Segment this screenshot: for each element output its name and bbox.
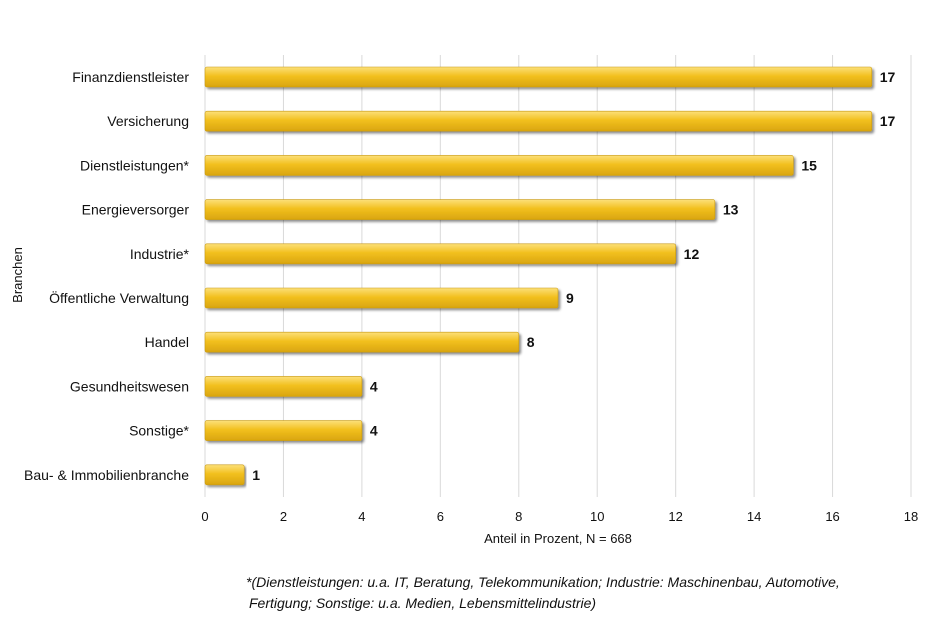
- bar: [204, 110, 873, 132]
- x-tick-label: 2: [280, 509, 287, 524]
- category-label: Industrie*: [130, 246, 190, 262]
- bar: [204, 331, 520, 353]
- data-label: 13: [723, 202, 739, 218]
- footnote: *(Dienstleistungen: u.a. IT, Beratung, T…: [246, 572, 906, 614]
- x-tick-label: 18: [904, 509, 918, 524]
- data-label: 1: [252, 467, 260, 483]
- bar: [204, 464, 245, 486]
- x-tick-label: 6: [437, 509, 444, 524]
- data-label: 4: [370, 378, 378, 394]
- bar-chart: Finanzdienstleister Versicherung Dienstlei…: [10, 55, 918, 546]
- category-label: Bau- & Immobilienbranche: [24, 467, 189, 483]
- data-label: 9: [566, 290, 574, 306]
- category-label: Öffentliche Verwaltung: [49, 289, 189, 306]
- category-label: Gesundheitswesen: [70, 378, 189, 394]
- bar: [204, 66, 873, 88]
- x-tick-labels: 0 2 4 6 8 10 12 14 16 18: [201, 509, 918, 524]
- bar: [204, 287, 559, 309]
- data-label: 12: [684, 246, 700, 262]
- data-label: 4: [370, 423, 378, 439]
- x-tick-label: 4: [358, 509, 365, 524]
- bar: [204, 376, 363, 397]
- bar: [204, 420, 363, 441]
- category-label: Versicherung: [107, 113, 189, 129]
- bar: [204, 199, 716, 220]
- footnote-line-2: Fertigung; Sonstige: u.a. Medien, Lebens…: [249, 595, 597, 611]
- x-tick-label: 16: [825, 509, 839, 524]
- x-tick-label: 10: [590, 509, 604, 524]
- category-label: Energieversorger: [82, 202, 190, 218]
- x-tick-label: 0: [201, 509, 208, 524]
- category-label: Sonstige*: [129, 423, 189, 439]
- data-label: 15: [801, 157, 817, 173]
- data-label: 8: [527, 334, 535, 350]
- category-labels: Finanzdienstleister Versicherung Dienstlei…: [24, 69, 190, 483]
- category-label: Handel: [145, 334, 189, 350]
- category-label: Dienstleistungen*: [80, 157, 190, 173]
- data-label: 17: [880, 113, 896, 129]
- x-axis-title: Anteil in Prozent, N = 668: [484, 531, 632, 546]
- y-axis-title: Branchen: [10, 247, 25, 303]
- x-tick-label: 14: [747, 509, 761, 524]
- x-tick-label: 12: [668, 509, 682, 524]
- value-labels: 17 17 15 13 12 9 8 4 4 1: [252, 69, 895, 483]
- x-tick-label: 8: [515, 509, 522, 524]
- footnote-line-1: *(Dienstleistungen: u.a. IT, Beratung, T…: [246, 574, 840, 590]
- category-label: Finanzdienstleister: [72, 69, 189, 85]
- bar: [204, 243, 676, 265]
- bar: [204, 155, 794, 176]
- data-label: 17: [880, 69, 896, 85]
- bars-group: [204, 66, 873, 486]
